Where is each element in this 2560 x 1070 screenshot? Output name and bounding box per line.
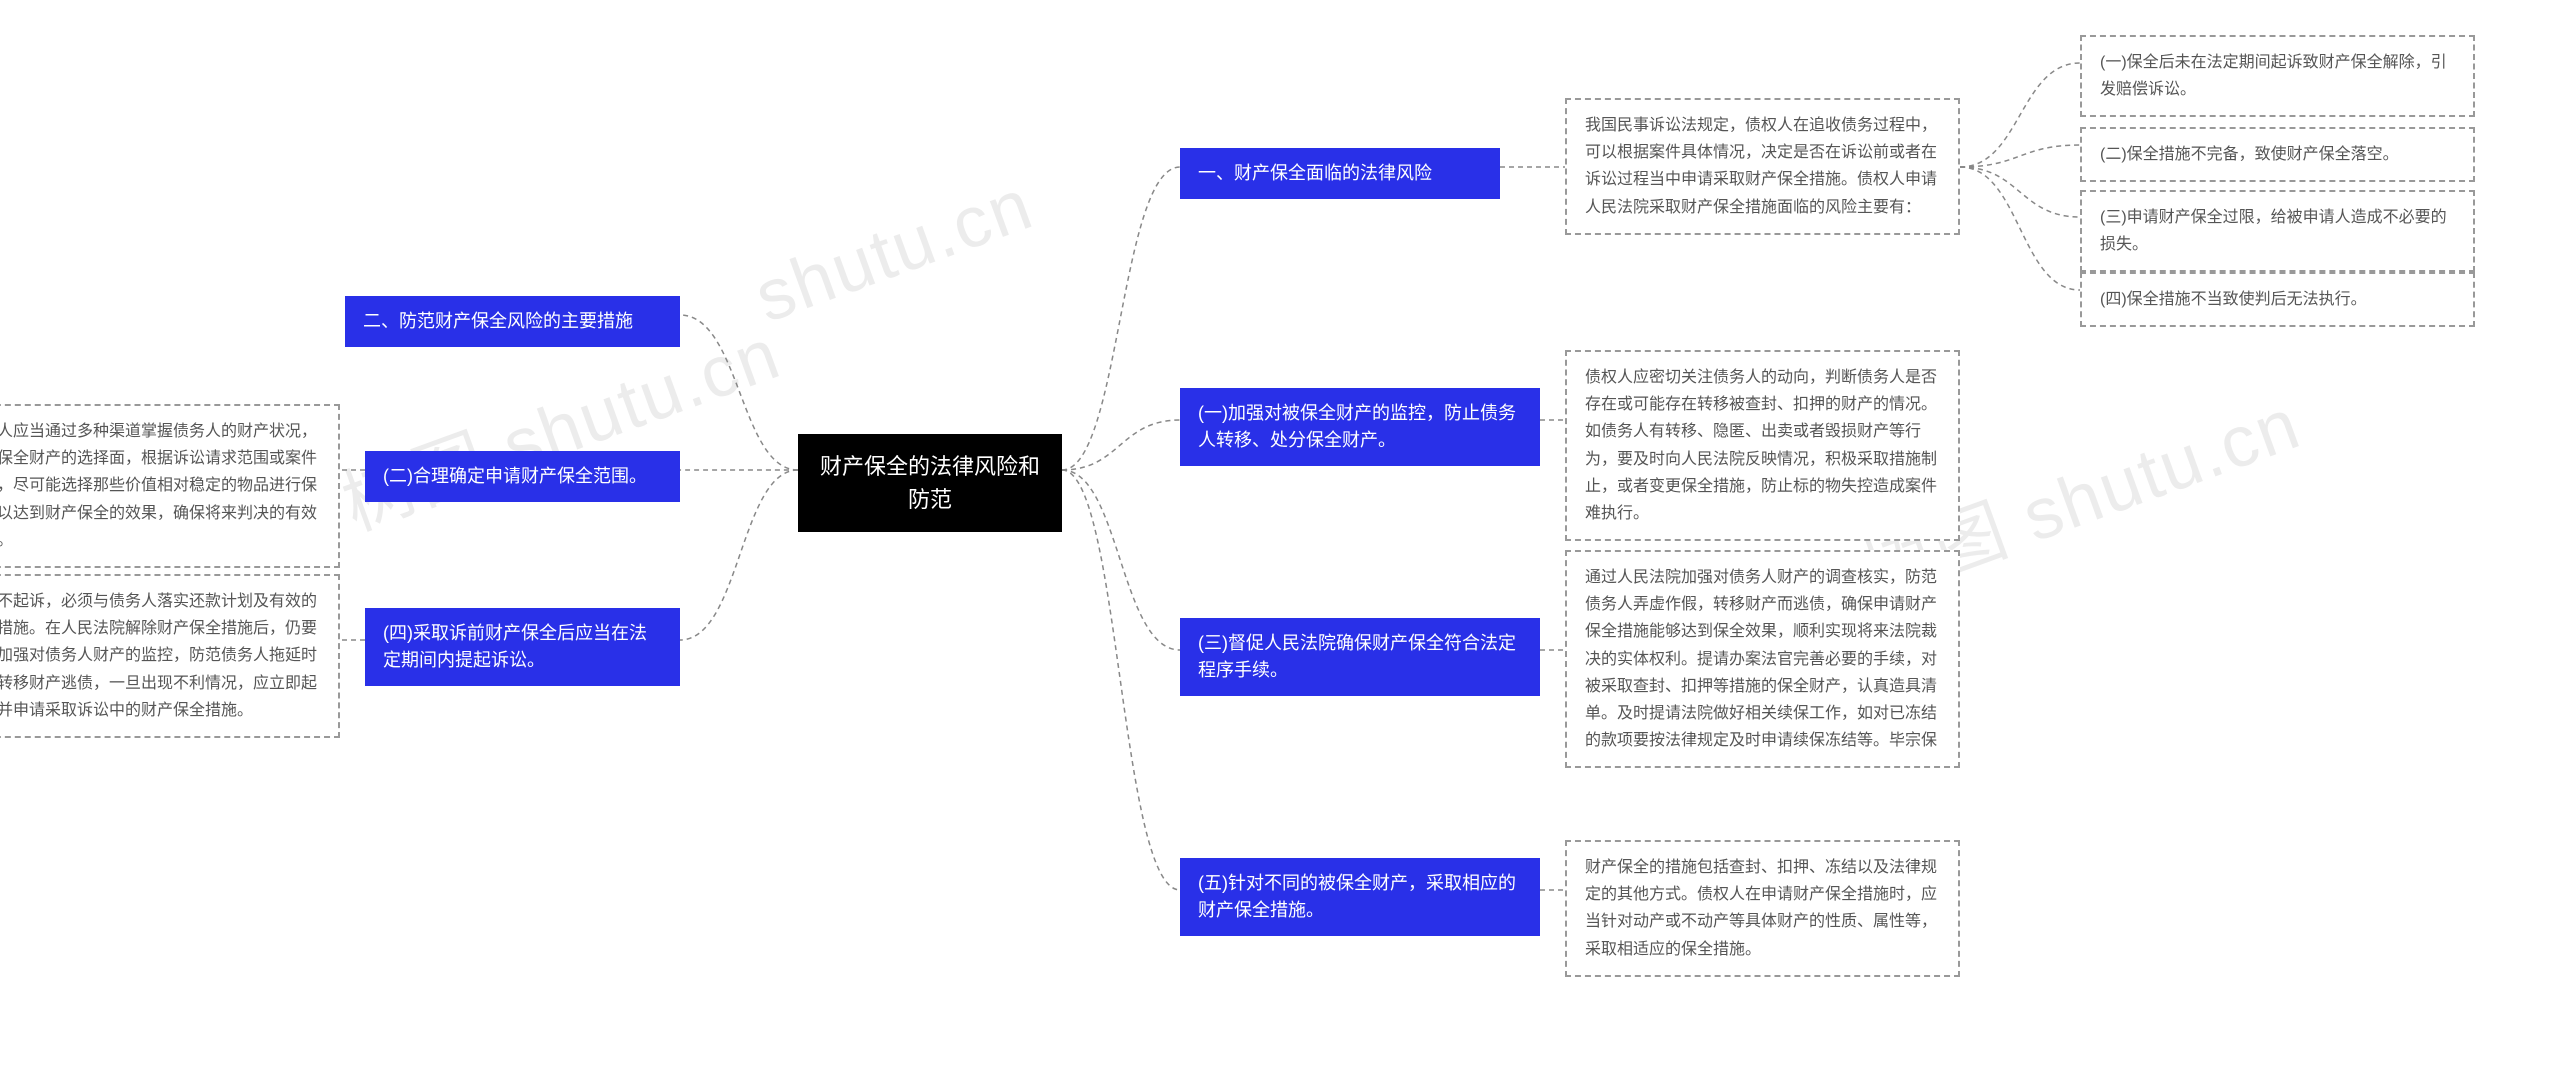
branch-r1: 一、财产保全面临的法律风险 <box>1180 148 1500 199</box>
leaf-l6-desc: 债权人应当通过多种渠道掌握债务人的财产状况，扩大保全财产的选择面，根据诉讼请求范… <box>0 404 340 568</box>
leaf-r1-c3: (三)申请财产保全过限，给被申请人造成不必要的损失。 <box>2080 190 2475 272</box>
branch-r3: (三)督促人民法院确保财产保全符合法定程序手续。 <box>1180 618 1540 696</box>
branch-r4: (五)针对不同的被保全财产，采取相应的财产保全措施。 <box>1180 858 1540 936</box>
leaf-l7-desc: 如果不起诉，必须与债务人落实还款计划及有效的担保措施。在人民法院解除财产保全措施… <box>0 574 340 738</box>
leaf-r1-desc: 我国民事诉讼法规定，债权人在追收债务过程中，可以根据案件具体情况，决定是否在诉讼… <box>1565 98 1960 235</box>
leaf-r4-desc: 财产保全的措施包括查封、扣押、冻结以及法律规定的其他方式。债权人在申请财产保全措… <box>1565 840 1960 977</box>
leaf-r1-c4: (四)保全措施不当致使判后无法执行。 <box>2080 272 2475 327</box>
branch-l6: (二)合理确定申请财产保全范围。 <box>365 451 680 502</box>
leaf-r2-desc: 债权人应密切关注债务人的动向，判断债务人是否存在或可能存在转移被查封、扣押的财产… <box>1565 350 1960 541</box>
branch-l7: (四)采取诉前财产保全后应当在法定期间内提起诉讼。 <box>365 608 680 686</box>
leaf-r1-c2: (二)保全措施不完备，致使财产保全落空。 <box>2080 127 2475 182</box>
branch-l5: 二、防范财产保全风险的主要措施 <box>345 296 680 347</box>
root-node: 财产保全的法律风险和防范 <box>798 434 1062 532</box>
branch-r2: (一)加强对被保全财产的监控，防止债务人转移、处分保全财产。 <box>1180 388 1540 466</box>
watermark: shutu.cn <box>745 163 1044 339</box>
leaf-r1-c1: (一)保全后未在法定期间起诉致财产保全解除，引发赔偿诉讼。 <box>2080 35 2475 117</box>
leaf-r3-desc: 通过人民法院加强对债务人财产的调查核实，防范债务人弄虚作假，转移财产而逃债，确保… <box>1565 550 1960 768</box>
